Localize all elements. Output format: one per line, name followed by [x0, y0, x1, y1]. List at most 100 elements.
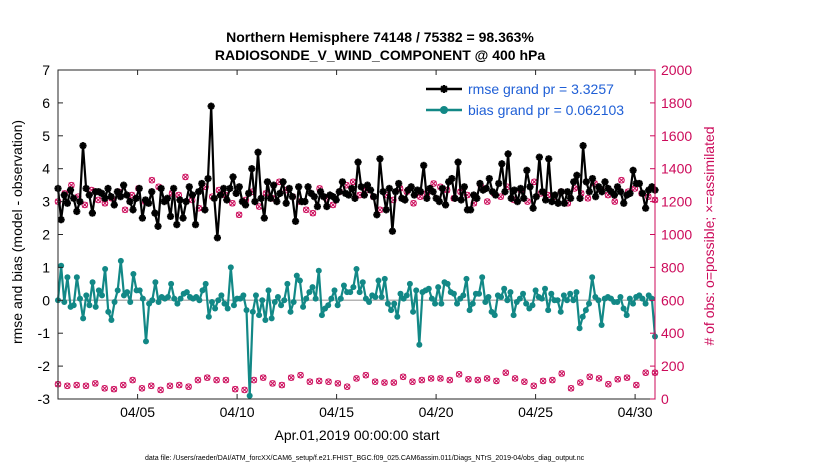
rmse-point — [516, 184, 525, 193]
obs-possible-point — [521, 378, 528, 386]
obs-possible-point — [474, 376, 482, 384]
rmse-point — [63, 199, 71, 207]
bias-point — [130, 270, 137, 277]
bias-point — [315, 267, 322, 274]
rmse-point — [163, 194, 171, 202]
bias-point — [278, 302, 285, 309]
obs-assimilated-point — [232, 386, 239, 393]
obs-assimilated-point — [182, 173, 189, 180]
bias-point — [142, 338, 149, 345]
bias-point — [570, 297, 577, 304]
obs-possible-point — [567, 385, 575, 392]
bias-point — [168, 280, 175, 287]
rmse-point — [110, 201, 118, 209]
rmse-point — [538, 188, 547, 196]
obs-assimilated-point — [92, 380, 99, 387]
bias-point — [532, 287, 539, 294]
obs-possible-point — [605, 380, 612, 388]
rmse-point — [216, 191, 225, 199]
rmse-point — [466, 206, 475, 214]
y-axis-label: rmse and bias (model - observation) — [9, 120, 25, 344]
obs-possible-point — [614, 375, 621, 383]
bias-point — [230, 302, 237, 309]
rmse-point — [320, 193, 328, 201]
rmse-point — [301, 198, 309, 206]
y2-tick-label: 400 — [661, 325, 685, 341]
obs-assimilated-point — [157, 386, 164, 393]
rmse-point — [613, 183, 622, 191]
y-tick-label: 2 — [42, 227, 50, 243]
x-tick-label: 04/20 — [419, 404, 454, 420]
rmse-point — [135, 184, 143, 193]
chart-title: Northern Hemisphere 74148 / 75382 = 98.3… — [226, 29, 534, 45]
rmse-point — [201, 206, 209, 214]
obs-assimilated-point — [229, 200, 236, 207]
rmse-point — [154, 222, 162, 230]
rmse-point — [570, 178, 578, 186]
rmse-point — [204, 174, 212, 183]
obs-assimilated-point — [642, 369, 649, 376]
obs-possible-point — [511, 375, 519, 382]
rmse-point — [273, 198, 281, 206]
obs-assimilated-point — [484, 198, 491, 205]
y2-tick-label: 1200 — [661, 194, 692, 210]
rmse-point — [507, 194, 515, 202]
bias-point — [105, 308, 112, 315]
left-axis: -3 -2 -1 0 1 2 3 4 5 6 7 — [38, 62, 63, 407]
rmse-point — [157, 184, 165, 193]
rmse-point — [313, 202, 322, 211]
obs-assimilated-point — [297, 372, 304, 379]
bias-point — [246, 392, 253, 399]
rmse-point — [279, 178, 287, 186]
rmse-point — [116, 193, 125, 201]
obs-assimilated-point — [624, 374, 630, 381]
obs-assimilated-point — [138, 385, 145, 392]
bias-point — [111, 298, 118, 305]
rmse-point — [70, 194, 78, 202]
rmse-point — [448, 174, 456, 183]
rmse-point — [385, 184, 393, 193]
bias-point — [356, 289, 363, 296]
obs-assimilated-point — [390, 379, 397, 386]
bias-point — [83, 292, 90, 299]
bias-point — [510, 312, 517, 319]
rmse-point — [173, 221, 181, 229]
rmse-point — [635, 179, 643, 188]
obs-assimilated-point — [101, 385, 108, 392]
rmse-series — [54, 102, 659, 242]
y-tick-label: -1 — [38, 325, 51, 341]
rmse-point — [295, 183, 303, 191]
obs-assimilated-point — [577, 379, 584, 386]
rmse-point — [60, 191, 68, 199]
rmse-point — [254, 148, 262, 156]
bias-point — [582, 307, 589, 314]
bias-point — [124, 289, 131, 296]
bias-point — [208, 298, 215, 305]
x-tick-label: 04/05 — [120, 404, 155, 420]
obs-assimilated-point — [410, 200, 417, 207]
obs-assimilated-point — [586, 373, 593, 380]
bias-point — [425, 285, 432, 292]
obs-possible-point — [94, 196, 102, 204]
obs-assimilated-point — [129, 377, 136, 384]
rmse-point — [626, 189, 634, 197]
obs-possible-point — [390, 379, 398, 386]
obs-possible-point — [309, 209, 317, 217]
obs-possible-point — [586, 373, 594, 381]
y-tick-label: 4 — [42, 161, 50, 177]
bias-point — [460, 292, 467, 299]
bias-point — [586, 300, 593, 307]
rmse-point — [260, 214, 268, 222]
obs-possible-point — [110, 385, 118, 393]
obs-assimilated-point — [381, 379, 388, 386]
obs-possible-point — [259, 374, 267, 381]
rmse-point — [179, 214, 187, 222]
y2-tick-label: 200 — [661, 358, 685, 374]
obs-assimilated-point — [584, 195, 591, 202]
rmse-point — [348, 184, 356, 193]
obs-assimilated-point — [502, 369, 509, 376]
bias-point — [538, 295, 545, 302]
obs-assimilated-point — [456, 371, 463, 378]
obs-possible-point — [539, 377, 547, 385]
obs-assimilated-point — [120, 382, 127, 388]
